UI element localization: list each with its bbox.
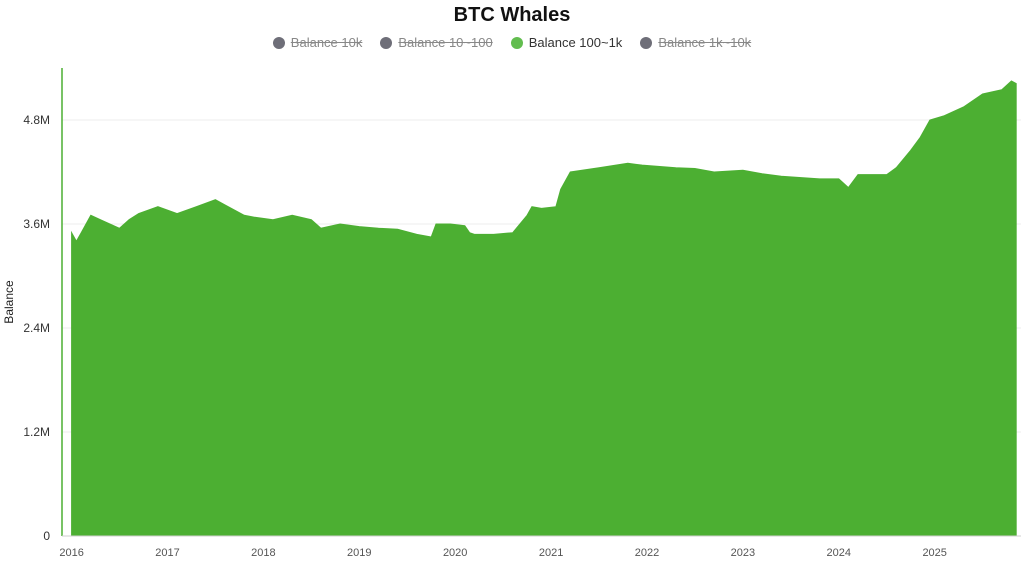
x-tick-label: 2020 [443, 547, 467, 559]
x-tick-label: 2025 [922, 547, 946, 559]
legend: Balance 10k Balance 10~100 Balance 100~1… [0, 35, 1024, 50]
legend-label: Balance 100~1k [528, 35, 623, 50]
x-tick-label: 2019 [347, 547, 371, 559]
axes [61, 68, 1021, 537]
legend-label: Balance 1k~10k [658, 35, 752, 50]
legend-item-balance-10k[interactable]: Balance 10k [272, 35, 363, 50]
x-tick-label: 2018 [251, 547, 275, 559]
legend-label: Balance 10k [290, 35, 363, 50]
y-tick-label: 1.2M [23, 425, 50, 439]
x-tick-label: 2017 [155, 547, 179, 559]
chart-title: BTC Whales [453, 4, 571, 26]
series-area-layer [71, 80, 1017, 537]
y-axis-title: Balance [2, 280, 16, 324]
x-tick-label: 2021 [539, 547, 563, 559]
x-tick-label: 2023 [731, 547, 755, 559]
y-tick-label: 4.8M [23, 113, 50, 127]
legend-dot-icon [272, 36, 285, 49]
legend-label: Balance 10~100 [398, 35, 493, 50]
legend-item-balance-10-100[interactable]: Balance 10~100 [380, 35, 493, 50]
x-tick-label: 2022 [635, 547, 659, 559]
legend-dot-icon [510, 36, 523, 49]
y-tick-label: 3.6M [23, 217, 50, 231]
legend-dot-icon [380, 36, 393, 49]
legend-dot-icon [640, 36, 653, 49]
series-area [71, 80, 1017, 537]
x-tick-label: 2024 [827, 547, 851, 559]
y-tick-label: 0 [43, 529, 50, 543]
tick-labels: 0 1.2M 2.4M 3.6M 4.8M 2016 2017 2018 2019 2020 202… [23, 113, 947, 559]
y-tick-label: 2.4M [23, 321, 50, 335]
legend-item-balance-1k-10k[interactable]: Balance 1k~10k [640, 35, 751, 50]
legend-item-balance-100-1k[interactable]: Balance 100~1k [510, 35, 623, 50]
x-tick-label: 2016 [59, 547, 83, 559]
